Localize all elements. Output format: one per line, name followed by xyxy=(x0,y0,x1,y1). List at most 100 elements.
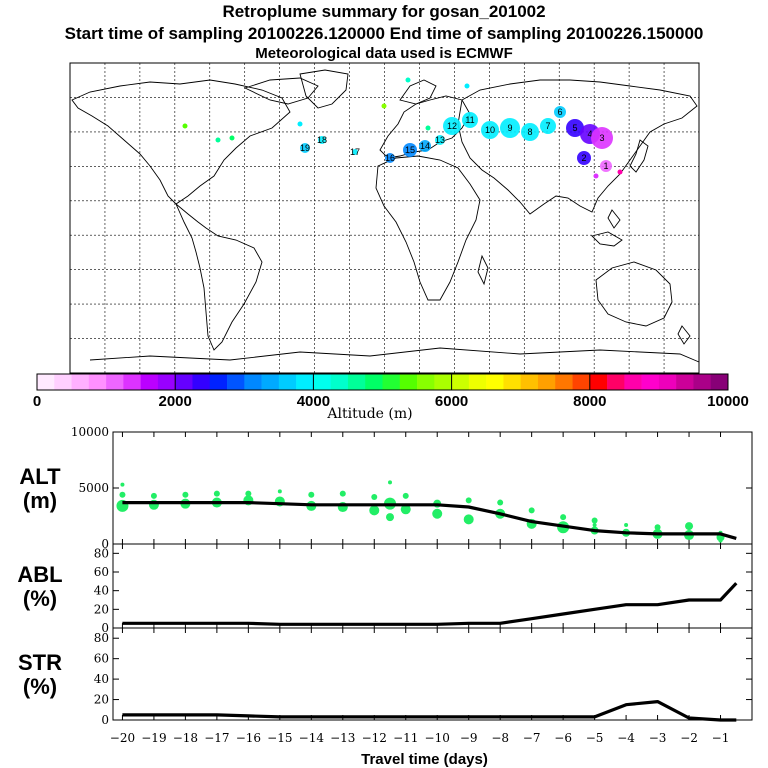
panel-frame xyxy=(112,627,753,721)
x-tick-label: −11 xyxy=(393,731,418,745)
y-tick-label: 80 xyxy=(94,546,109,560)
colorbar-swatch xyxy=(503,374,521,390)
plume-label: 3 xyxy=(599,133,604,143)
y-axis-label: ABL xyxy=(17,562,62,587)
series-line-alt xyxy=(122,501,737,540)
plume-label: 4 xyxy=(587,129,592,139)
colorbar-swatch xyxy=(209,374,228,390)
plume-dot-small xyxy=(425,125,431,131)
plume-label: 15 xyxy=(405,145,415,155)
x-tick-label: −1 xyxy=(712,731,730,745)
sampling-times: Start time of sampling 20100226.120000 E… xyxy=(64,24,704,43)
y-axis-label: (%) xyxy=(23,586,57,611)
colorbar-swatch xyxy=(555,374,573,390)
alt-scatter-point xyxy=(371,493,378,500)
y-tick-label: 0 xyxy=(101,713,109,727)
plume-label: 1 xyxy=(603,161,608,171)
colorbar-swatch xyxy=(365,374,383,390)
plume-label: 7 xyxy=(545,121,550,131)
y-axis-label: (%) xyxy=(23,674,57,699)
colorbar-swatch xyxy=(520,374,539,390)
x-tick-label: −8 xyxy=(491,731,509,745)
alt-scatter-point xyxy=(591,517,598,524)
alt-scatter-point xyxy=(463,514,474,525)
y-tick-label: 0 xyxy=(101,537,109,551)
plume-label: 19 xyxy=(300,143,310,153)
alt-scatter-point xyxy=(402,492,409,499)
colorbar-tick-label: 8000 xyxy=(573,393,606,410)
colorbar-frame xyxy=(36,373,729,391)
colorbar-tick-label: 2000 xyxy=(159,393,192,410)
alt-scatter-point xyxy=(465,497,472,504)
y-axis-label: (m) xyxy=(23,488,57,513)
alt-scatter-point xyxy=(388,480,393,485)
colorbar-swatch xyxy=(192,374,211,390)
plume-dot xyxy=(435,135,445,145)
plume-dot xyxy=(300,143,310,153)
colorbar-swatch xyxy=(330,374,349,390)
x-tick-label: −2 xyxy=(680,731,698,745)
plume-dot xyxy=(521,123,539,141)
plume-dot xyxy=(600,160,612,172)
colorbar-swatch xyxy=(537,374,556,390)
plume-dot xyxy=(352,149,358,155)
plume-dot xyxy=(443,117,461,135)
y-tick-label: 40 xyxy=(94,672,109,686)
alt-scatter-point xyxy=(339,490,346,497)
x-tick-label: −18 xyxy=(173,731,198,745)
plume-dot-small xyxy=(405,77,411,83)
colorbar-swatch xyxy=(175,374,193,390)
x-tick-label: −3 xyxy=(649,731,667,745)
plume-dot xyxy=(462,112,478,128)
series-line-str xyxy=(122,700,737,722)
x-tick-label: −16 xyxy=(236,731,261,745)
colorbar-swatch xyxy=(347,374,366,390)
colorbar-swatch xyxy=(71,374,90,390)
alt-scatter-point xyxy=(150,492,157,499)
plume-dot xyxy=(419,140,431,152)
plume-dot xyxy=(591,127,613,149)
colorbar-swatch xyxy=(106,374,124,390)
plume-label: 5 xyxy=(572,123,577,133)
alt-scatter-point xyxy=(277,489,282,494)
colorbar-swatch xyxy=(624,374,642,390)
colorbar-swatch xyxy=(123,374,141,390)
colorbar-swatch xyxy=(37,374,55,390)
colorbar-swatch xyxy=(54,374,72,390)
plume-label: 16 xyxy=(385,153,395,163)
plume-dot-small xyxy=(182,123,188,129)
alt-scatter-point xyxy=(654,524,661,531)
plume-dot xyxy=(318,136,326,144)
colorbar-swatch xyxy=(572,374,591,390)
alt-scatter-point xyxy=(213,490,220,497)
plume-label: 14 xyxy=(420,141,430,151)
plume-dot-small xyxy=(593,173,599,179)
alt-scatter-point xyxy=(685,522,694,531)
plume-dot xyxy=(540,118,556,134)
plume-label: 13 xyxy=(435,135,445,145)
x-tick-label: −9 xyxy=(460,731,478,745)
plume-dot-small xyxy=(617,169,623,175)
map-frame xyxy=(69,62,700,374)
x-tick-label: −17 xyxy=(204,731,229,745)
alt-scatter-point xyxy=(369,505,380,516)
series-line-abl xyxy=(122,582,738,626)
coastlines xyxy=(71,69,700,363)
colorbar-swatch xyxy=(676,374,694,390)
alt-scatter-point xyxy=(308,491,315,498)
y-tick-label: 40 xyxy=(94,584,109,598)
colorbar-tick-label: 4000 xyxy=(297,393,330,410)
y-axis-label: ALT xyxy=(19,464,61,489)
x-tick-label: −6 xyxy=(554,731,572,745)
colorbar-swatch xyxy=(693,374,712,390)
colorbar-swatch xyxy=(486,374,504,390)
colorbar-swatch xyxy=(244,374,262,390)
y-axis-label: STR xyxy=(18,650,62,675)
y-tick-label: 0 xyxy=(101,621,109,635)
panel-alt: 0 5000 10000 ALT(m) xyxy=(19,425,753,551)
alt-scatter-point xyxy=(718,538,723,543)
colorbar-swatch xyxy=(417,374,435,390)
